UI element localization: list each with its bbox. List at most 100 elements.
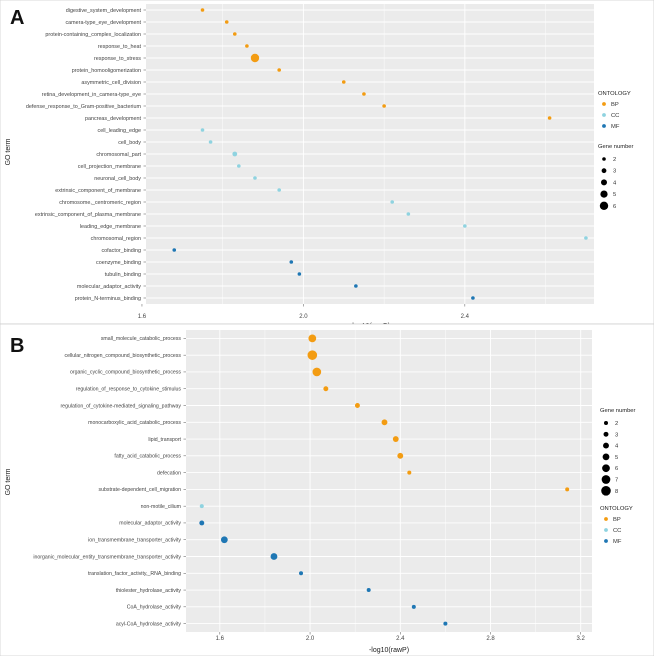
legend-label: BP [611, 102, 619, 108]
data-point [397, 452, 404, 459]
legend-size-dot [602, 453, 610, 461]
data-point [253, 176, 257, 180]
data-point [270, 553, 278, 560]
y-tick-label: protein_homooligomerization [72, 68, 141, 74]
legend-size: Gene number 2 3 4 5 6 7 8 [600, 408, 636, 496]
y-axis-title: GO term [5, 138, 12, 165]
x-tick-label: 2.0 [299, 314, 308, 320]
data-point [308, 334, 317, 343]
y-axis-title: GO term [5, 468, 12, 495]
data-point [463, 224, 467, 228]
x-tick-label: 2.4 [461, 314, 470, 320]
y-tick-label: organic_cyclic_compound_biosynthetic_pro… [70, 370, 181, 376]
data-point [565, 487, 570, 492]
legend-label: CC [613, 528, 621, 534]
data-point [237, 164, 241, 168]
data-point [250, 53, 260, 63]
y-tick-label: substrate-dependent_cell_migration [99, 487, 182, 493]
y-tick-label: chromosome,_centromeric_region [59, 200, 141, 206]
data-point [411, 604, 416, 609]
y-tick-label: chromosomal_part [96, 152, 141, 158]
legend-size-dot [604, 421, 608, 425]
data-point [547, 116, 552, 120]
y-tick-label: response_to_heat [98, 44, 142, 50]
legend-size-dot [599, 201, 609, 210]
data-point [323, 386, 329, 392]
legend-size-dot [603, 442, 609, 449]
panel-label: B [10, 335, 24, 357]
data-point [354, 284, 358, 288]
y-tick-label: acyl-CoA_hydrolase_activity [116, 621, 182, 627]
data-point [390, 200, 394, 204]
panel-label: A [10, 7, 24, 29]
y-tick-label: digestive_system_development [66, 8, 142, 14]
data-point [307, 350, 318, 360]
legend-swatch [604, 528, 608, 532]
legend-title: Gene number [598, 144, 634, 150]
legend-label: 8 [615, 489, 618, 495]
legend-swatch [602, 124, 606, 128]
y-tick-label: translation_factor_activity,_RNA_binding [88, 571, 181, 577]
y-tick-label: defecation [157, 470, 181, 476]
legend-label: MF [611, 124, 620, 130]
legend-swatch [602, 113, 606, 117]
legend-title: Gene number [600, 408, 636, 414]
y-tick-label: neuronal_cell_body [94, 176, 141, 182]
y-tick-label: cofactor_binding [101, 248, 141, 254]
data-point [362, 92, 366, 96]
legend-label: BP [613, 517, 621, 523]
legend-ontology: ONTOLOGY BP CC MF [600, 506, 633, 545]
legend-label: 4 [615, 444, 619, 450]
y-tick-label: protein_N-terminus_binding [75, 296, 141, 302]
x-tick-label: 2.4 [396, 636, 405, 642]
data-point [200, 128, 205, 132]
data-point [443, 621, 448, 626]
x-tick-label: 3.2 [577, 636, 586, 642]
legend-label: MF [613, 539, 622, 545]
legend-label: 5 [613, 192, 616, 198]
y-tick-label: small_molecule_catabolic_process [101, 336, 182, 342]
data-point [406, 212, 411, 216]
y-tick-label: cell_projection_membrane [78, 164, 141, 170]
legend-swatch [604, 539, 608, 543]
plot-background [186, 330, 592, 632]
data-point [312, 367, 322, 377]
legend-size-dot [601, 475, 611, 484]
y-tick-label: fatty_acid_catabolic_process [114, 454, 181, 460]
data-point [232, 32, 237, 36]
legend-label: 4 [613, 180, 617, 186]
data-point [354, 403, 360, 408]
data-point [299, 571, 304, 576]
x-tick-label: 1.6 [216, 636, 225, 642]
y-tick-label: molecular_adaptor_activity [119, 521, 181, 527]
data-point [366, 588, 371, 593]
y-tick-label: monocarboxylic_acid_catabolic_process [88, 420, 181, 426]
y-tick-label: regulation_of_response_to_cytokine_stimu… [76, 387, 182, 393]
data-point [224, 20, 229, 24]
data-point [277, 68, 281, 72]
y-tick-label: non-motile_cilium [141, 504, 181, 510]
x-tick-label: 2.8 [486, 636, 495, 642]
y-tick-label: lipid_transport [148, 437, 181, 443]
legend-label: 3 [613, 169, 616, 175]
data-point [584, 236, 588, 240]
x-tick-label: 1.6 [138, 314, 147, 320]
legend-size-dot [601, 168, 607, 174]
data-point [172, 248, 177, 252]
data-point [208, 140, 213, 144]
data-point [381, 419, 388, 426]
legend-swatch [604, 517, 608, 521]
y-tick-label: pancreas_development [85, 116, 142, 122]
y-tick-label: protein-containing_complex_localization [45, 32, 141, 38]
legend-label: 6 [613, 204, 616, 210]
y-tick-label: thiolester_hydrolase_activity [116, 588, 182, 594]
data-point [200, 8, 205, 12]
data-point [245, 44, 249, 48]
data-point [289, 260, 294, 264]
legend-size-dot [601, 486, 611, 496]
y-tick-label: camera-type_eye_development [65, 20, 141, 26]
legend-label: CC [611, 113, 619, 119]
y-tick-label: cell_body [118, 140, 141, 146]
legend-label: 3 [615, 432, 618, 438]
data-point [392, 436, 399, 442]
